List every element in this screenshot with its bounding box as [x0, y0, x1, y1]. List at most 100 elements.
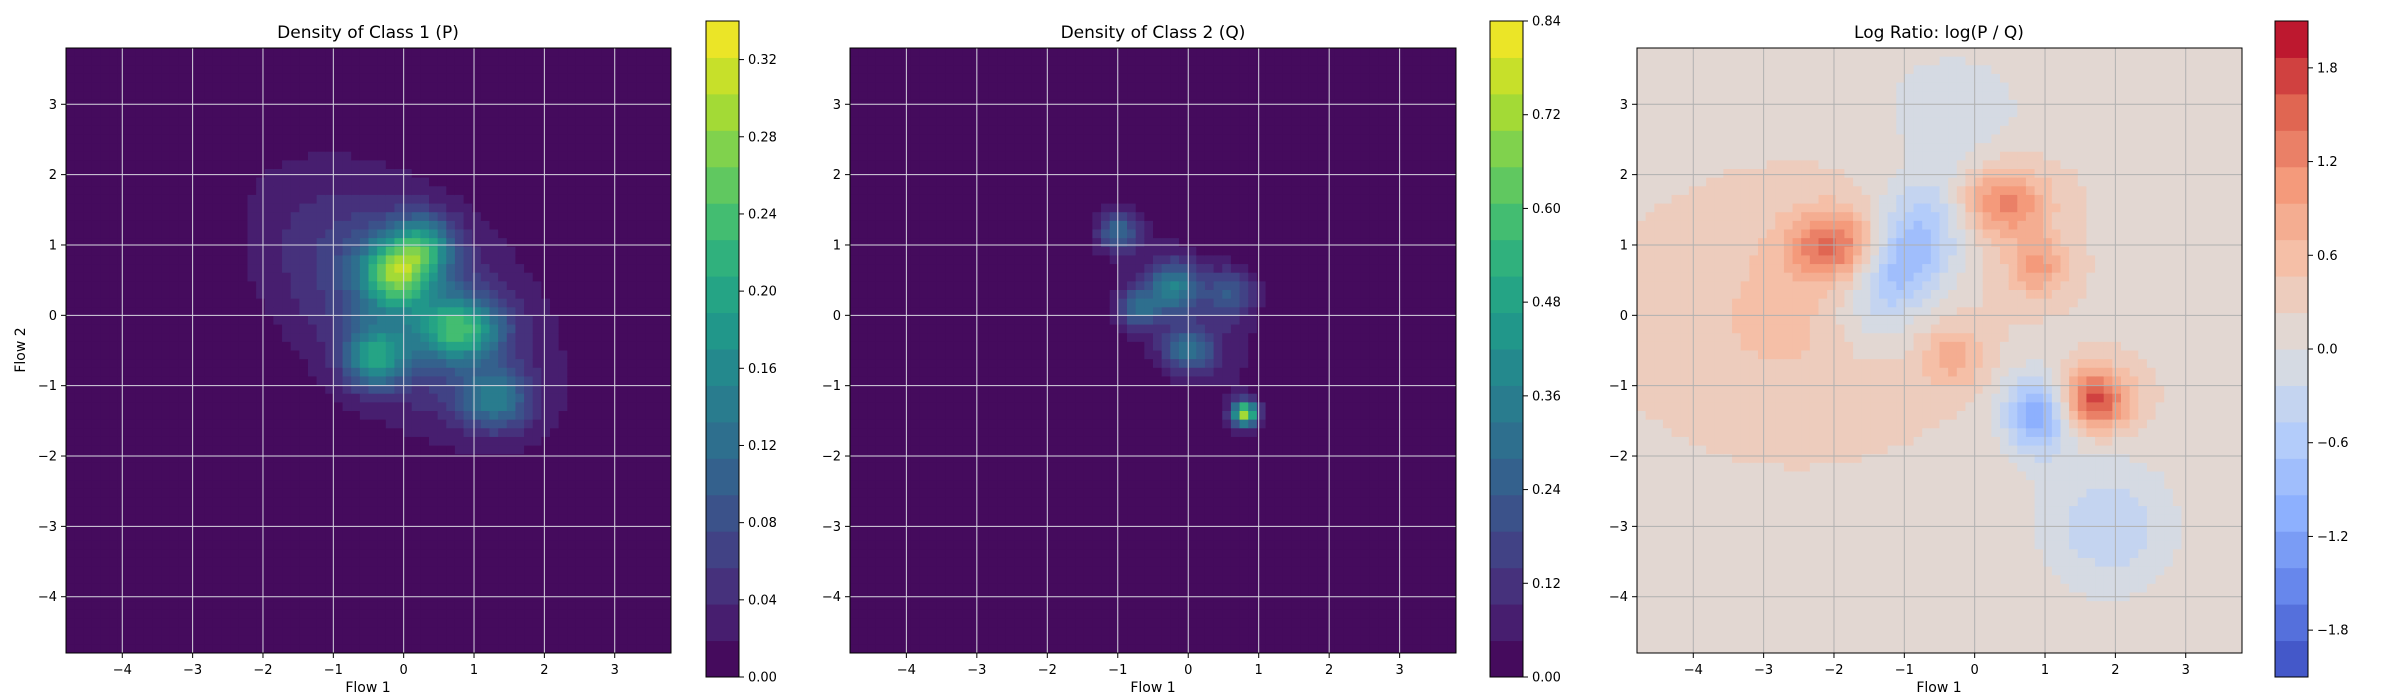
heatmap-cell	[230, 644, 240, 653]
heatmap-cell	[437, 117, 447, 127]
heatmap-cell	[619, 238, 629, 248]
heatmap-cell	[411, 169, 421, 179]
heatmap-cell	[169, 618, 179, 628]
heatmap-cell	[550, 238, 560, 248]
heatmap-cell	[429, 246, 439, 257]
heatmap-cell	[195, 160, 205, 170]
x-tick-label: 1	[470, 663, 478, 678]
heatmap-cell	[152, 575, 162, 585]
heatmap-cell	[454, 497, 465, 507]
heatmap-cell	[377, 160, 387, 170]
heatmap-cell	[273, 532, 283, 542]
heatmap-cell	[575, 454, 586, 464]
heatmap-cell	[575, 341, 586, 352]
heatmap-cell	[454, 618, 465, 628]
heatmap-cell	[584, 497, 594, 507]
heatmap-cell	[515, 497, 525, 507]
heatmap-cell	[627, 497, 638, 507]
heatmap-cell	[541, 151, 551, 161]
heatmap-cell	[299, 488, 309, 499]
heatmap-cell	[247, 203, 257, 213]
heatmap-cell	[169, 402, 179, 412]
heatmap-cell	[420, 506, 430, 516]
heatmap-cell	[143, 359, 154, 369]
heatmap-cell	[333, 307, 344, 317]
heatmap-cell	[377, 454, 387, 464]
heatmap-cell	[135, 480, 145, 490]
heatmap-cell	[359, 298, 370, 308]
heatmap-cell	[109, 540, 119, 550]
heatmap-cell	[204, 143, 214, 153]
colorbar-segment	[706, 567, 739, 605]
heatmap-cell	[377, 125, 387, 136]
heatmap-cell	[100, 540, 110, 550]
heatmap-cell	[169, 445, 179, 455]
heatmap-cell	[264, 445, 275, 455]
heatmap-cell	[135, 393, 145, 403]
heatmap-cell	[498, 246, 508, 257]
heatmap-cell	[282, 549, 292, 559]
heatmap-cell	[273, 350, 283, 360]
heatmap-cell	[273, 220, 283, 231]
heatmap-cell	[74, 324, 84, 334]
heatmap-cell	[463, 557, 473, 568]
heatmap-cell	[446, 229, 456, 239]
heatmap-cell	[187, 419, 197, 429]
heatmap-cell	[221, 428, 231, 438]
heatmap-cell	[429, 220, 439, 231]
heatmap-cell	[91, 540, 102, 550]
heatmap-cell	[567, 333, 577, 343]
heatmap-cell	[316, 575, 326, 585]
heatmap-cell	[411, 290, 421, 300]
heatmap-cell	[489, 644, 499, 653]
heatmap-cell	[437, 160, 447, 170]
heatmap-cell	[91, 609, 102, 620]
heatmap-cell	[91, 186, 102, 196]
heatmap-cell	[645, 246, 655, 257]
heatmap-cell	[524, 264, 534, 274]
heatmap-cell	[299, 557, 309, 568]
heatmap-cell	[429, 238, 439, 248]
heatmap-cell	[619, 557, 629, 568]
heatmap-cell	[524, 108, 534, 118]
heatmap-cell	[472, 65, 482, 75]
heatmap-cell	[498, 238, 508, 248]
heatmap-cell	[143, 341, 154, 352]
heatmap-cell	[333, 609, 344, 620]
heatmap-cell	[567, 393, 577, 403]
heatmap-cell	[308, 618, 318, 628]
heatmap-cell	[515, 549, 525, 559]
heatmap-cell	[601, 393, 612, 403]
heatmap-cell	[480, 143, 491, 153]
heatmap-cell	[403, 471, 413, 481]
heatmap-cell	[645, 566, 655, 576]
heatmap-cell	[550, 134, 560, 144]
heatmap-cell	[264, 411, 275, 421]
heatmap-cell	[515, 151, 525, 161]
heatmap-cell	[446, 220, 456, 231]
heatmap-cell	[645, 506, 655, 516]
heatmap-cell	[420, 48, 430, 58]
heatmap-cell	[256, 134, 266, 144]
heatmap-cell	[567, 566, 577, 576]
heatmap-cell	[446, 65, 456, 75]
heatmap-cell	[506, 523, 517, 533]
heatmap-cell	[489, 91, 499, 101]
heatmap-cell	[420, 627, 430, 637]
heatmap-cell	[394, 91, 404, 101]
heatmap-cell	[437, 125, 447, 136]
heatmap-cell	[429, 480, 439, 490]
heatmap-cell	[627, 134, 638, 144]
heatmap-cell	[558, 48, 568, 58]
heatmap-cell	[472, 324, 482, 334]
heatmap-cell	[489, 341, 499, 352]
heatmap-cell	[446, 428, 456, 438]
heatmap-cell	[636, 367, 646, 378]
heatmap-cell	[394, 177, 404, 187]
heatmap-cell	[385, 523, 396, 533]
heatmap-cell	[299, 445, 309, 455]
heatmap-cell	[515, 471, 525, 481]
heatmap-cell	[221, 65, 231, 75]
heatmap-cell	[256, 644, 266, 653]
heatmap-cell	[290, 134, 300, 144]
